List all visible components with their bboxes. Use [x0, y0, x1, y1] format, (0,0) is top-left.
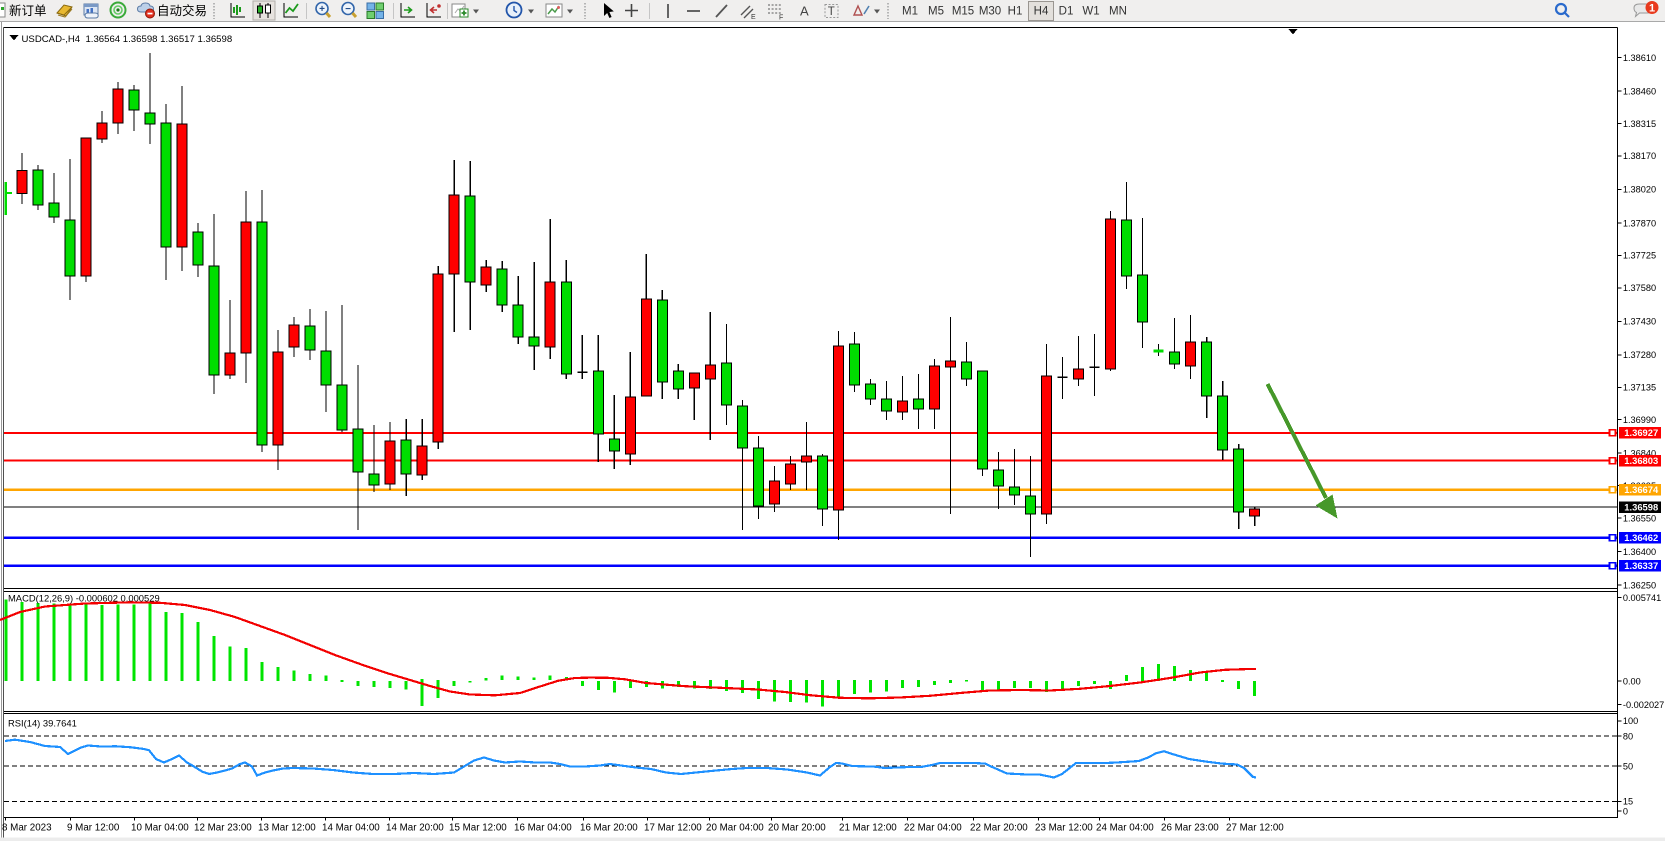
svg-text:1.38610: 1.38610	[1623, 53, 1656, 63]
svg-text:M1: M1	[902, 6, 918, 18]
svg-text:20 Mar 04:00: 20 Mar 04:00	[706, 823, 764, 834]
svg-text:12 Mar 23:00: 12 Mar 23:00	[194, 823, 252, 834]
svg-text:USDCAD-,H4 1.36564 1.36598 1.: USDCAD-,H4 1.36564 1.36598 1.36517 1.365…	[22, 34, 233, 45]
svg-text:14 Mar 04:00: 14 Mar 04:00	[322, 823, 380, 834]
svg-text:-0.002027: -0.002027	[1623, 700, 1664, 710]
svg-text:1.37430: 1.37430	[1623, 317, 1656, 327]
svg-text:1.36990: 1.36990	[1623, 415, 1656, 425]
svg-text:新订单: 新订单	[9, 3, 47, 18]
svg-text:15: 15	[1623, 797, 1633, 807]
svg-text:1.36840: 1.36840	[1623, 449, 1656, 459]
svg-text:0: 0	[1623, 807, 1628, 817]
svg-text:27 Mar 12:00: 27 Mar 12:00	[1226, 823, 1284, 834]
svg-text:M30: M30	[979, 6, 1001, 18]
svg-text:8 Mar 2023: 8 Mar 2023	[2, 823, 52, 834]
svg-text:24 Mar 04:00: 24 Mar 04:00	[1096, 823, 1154, 834]
svg-text:0.005741: 0.005741	[1623, 593, 1661, 603]
svg-text:50: 50	[1623, 762, 1633, 772]
svg-text:1.36462: 1.36462	[1624, 532, 1658, 543]
svg-text:1.36400: 1.36400	[1623, 547, 1656, 557]
svg-text:T: T	[828, 6, 835, 18]
svg-text:M5: M5	[928, 6, 944, 18]
svg-text:1.38315: 1.38315	[1623, 119, 1656, 129]
svg-text:+: +	[319, 4, 325, 15]
svg-text:1.38460: 1.38460	[1623, 86, 1656, 96]
svg-text:MN: MN	[1109, 6, 1127, 18]
svg-text:自动交易: 自动交易	[157, 3, 207, 18]
svg-text:1.36550: 1.36550	[1623, 513, 1656, 523]
svg-text:MACD(12,26,9) -0.000602 0.0005: MACD(12,26,9) -0.000602 0.000529	[8, 592, 160, 603]
svg-text:H4: H4	[1034, 6, 1049, 18]
svg-text:1.37870: 1.37870	[1623, 218, 1656, 228]
svg-text:RSI(14) 39.7641: RSI(14) 39.7641	[8, 717, 77, 728]
svg-text:14 Mar 20:00: 14 Mar 20:00	[386, 823, 444, 834]
svg-text:1.38170: 1.38170	[1623, 151, 1656, 161]
svg-text:A: A	[800, 4, 809, 19]
svg-text:F: F	[779, 15, 783, 22]
svg-text:16 Mar 20:00: 16 Mar 20:00	[580, 823, 638, 834]
svg-text:23 Mar 12:00: 23 Mar 12:00	[1035, 823, 1093, 834]
svg-text:E: E	[751, 14, 756, 21]
svg-text:D1: D1	[1059, 6, 1074, 18]
svg-text:22 Mar 20:00: 22 Mar 20:00	[970, 823, 1028, 834]
svg-text:1.37580: 1.37580	[1623, 283, 1656, 293]
svg-text:1.36927: 1.36927	[1624, 427, 1658, 438]
svg-text:1.37280: 1.37280	[1623, 350, 1656, 360]
svg-text:W1: W1	[1082, 6, 1099, 18]
svg-text:10 Mar 04:00: 10 Mar 04:00	[131, 823, 189, 834]
svg-text:13 Mar 12:00: 13 Mar 12:00	[258, 823, 316, 834]
svg-text:17 Mar 12:00: 17 Mar 12:00	[644, 823, 702, 834]
svg-text:−: −	[345, 4, 351, 15]
svg-text:9 Mar 12:00: 9 Mar 12:00	[67, 823, 120, 834]
svg-text:1.36803: 1.36803	[1624, 455, 1658, 466]
svg-text:1.36598: 1.36598	[1624, 502, 1658, 513]
svg-text:15 Mar 12:00: 15 Mar 12:00	[449, 823, 507, 834]
svg-text:1.36337: 1.36337	[1624, 560, 1658, 571]
svg-text:M15: M15	[952, 6, 974, 18]
svg-text:100: 100	[1623, 716, 1638, 726]
svg-text:1.38020: 1.38020	[1623, 185, 1656, 195]
svg-text:1: 1	[1649, 3, 1655, 15]
svg-text:26 Mar 23:00: 26 Mar 23:00	[1161, 823, 1219, 834]
svg-text:20 Mar 20:00: 20 Mar 20:00	[768, 823, 826, 834]
svg-text:1.37725: 1.37725	[1623, 251, 1656, 261]
svg-text:1.36674: 1.36674	[1624, 484, 1659, 495]
svg-text:21 Mar 12:00: 21 Mar 12:00	[839, 823, 897, 834]
svg-text:H1: H1	[1008, 6, 1023, 18]
svg-text:0.00: 0.00	[1623, 676, 1641, 686]
svg-text:1.36250: 1.36250	[1623, 580, 1656, 590]
svg-text:80: 80	[1623, 731, 1633, 741]
svg-text:16 Mar 04:00: 16 Mar 04:00	[514, 823, 572, 834]
svg-text:1.37135: 1.37135	[1623, 383, 1656, 393]
svg-text:22 Mar 04:00: 22 Mar 04:00	[904, 823, 962, 834]
